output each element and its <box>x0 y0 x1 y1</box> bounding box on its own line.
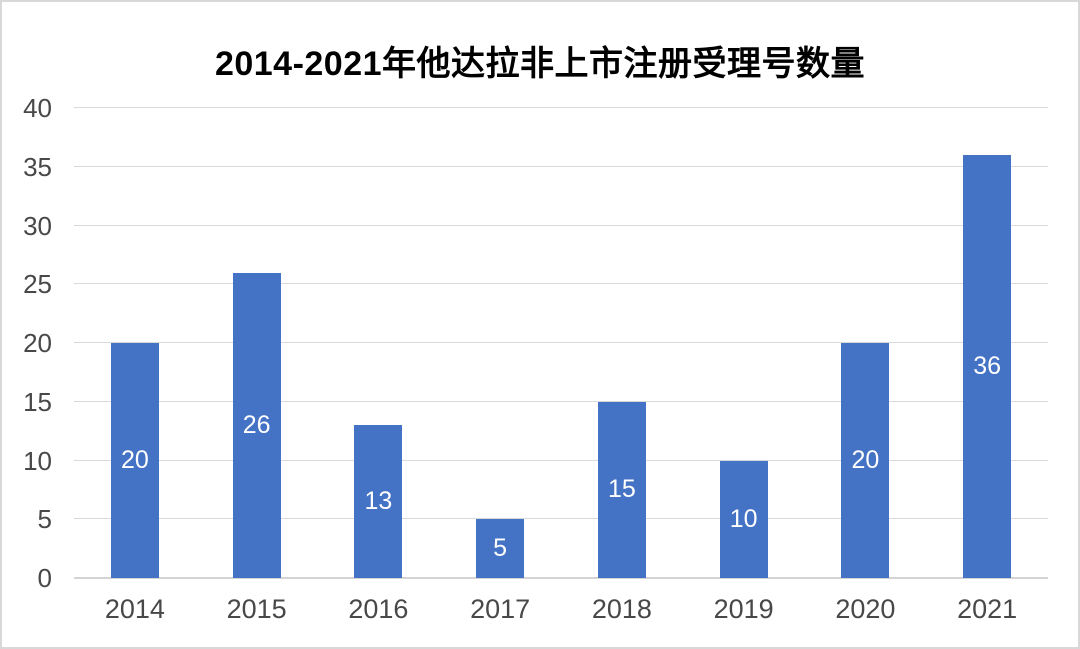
bar-2021: 36 <box>963 155 1012 578</box>
gridline-y-15 <box>74 400 1048 402</box>
bar-value-label-2020: 20 <box>851 446 880 474</box>
bar-2015: 26 <box>232 272 281 578</box>
bar-2018: 15 <box>597 401 646 578</box>
chart-title: 2014-2021年他达拉非上市注册受理号数量 <box>214 45 866 83</box>
x-tick-label-2020: 2020 <box>835 594 896 624</box>
y-tick-label-10: 10 <box>23 445 52 476</box>
bar-value-label-2019: 10 <box>729 504 758 533</box>
x-tick-label-2017: 2017 <box>470 594 531 624</box>
bar-value-label-2016: 13 <box>364 487 393 516</box>
y-tick-label-40: 40 <box>23 93 52 123</box>
plot-area: 20 26 13 5 15 10 20 36 <box>74 107 1048 579</box>
x-tick-label-2019: 2019 <box>713 594 774 624</box>
gridline-y-25 <box>74 283 1048 285</box>
bar-value-label-2014: 20 <box>120 446 149 474</box>
gridline-y-40 <box>74 107 1048 108</box>
x-tick-label-2014: 2014 <box>104 594 165 624</box>
x-tick-label-2015: 2015 <box>226 594 287 624</box>
y-tick-label-35: 35 <box>23 151 52 182</box>
gridline-y-10 <box>74 459 1048 461</box>
bar-2020: 20 <box>841 343 890 578</box>
gridline-y-30 <box>74 224 1048 226</box>
x-tick-label-2021: 2021 <box>957 594 1018 624</box>
bar-2016: 13 <box>354 425 403 578</box>
gridline-y-20 <box>74 342 1048 343</box>
x-tick-label-2016: 2016 <box>348 594 409 624</box>
gridline-y-35 <box>74 165 1048 167</box>
y-tick-label-30: 30 <box>23 210 52 241</box>
bar-2017: 5 <box>476 519 525 578</box>
y-tick-label-5: 5 <box>37 504 52 535</box>
y-tick-label-25: 25 <box>23 269 52 300</box>
gridline-y-5 <box>74 518 1048 520</box>
bar-value-label-2018: 15 <box>607 475 636 504</box>
x-axis-line <box>74 577 1048 579</box>
bar-value-label-2015: 26 <box>242 410 271 439</box>
y-axis: 0 5 10 15 20 25 30 35 40 <box>2 95 58 591</box>
y-tick-label-20: 20 <box>23 328 52 358</box>
bar-2014: 20 <box>110 343 159 578</box>
x-tick-label-2018: 2018 <box>591 594 652 624</box>
y-tick-label-0: 0 <box>37 563 52 593</box>
bar-value-label-2017: 5 <box>493 534 508 563</box>
y-tick-label-15: 15 <box>23 386 52 417</box>
bar-2019: 10 <box>719 460 768 578</box>
x-axis: 2014 2015 2016 2017 2018 2019 2020 2021 <box>74 596 1048 630</box>
bar-value-label-2021: 36 <box>973 352 1002 380</box>
